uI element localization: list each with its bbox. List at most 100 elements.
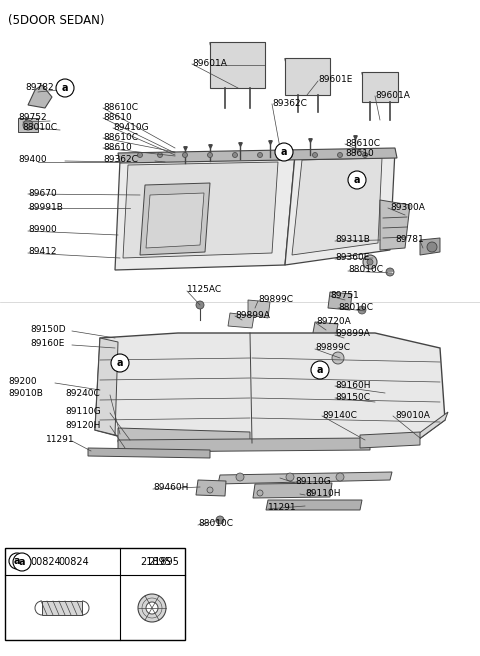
Text: 88610C: 88610C	[103, 102, 138, 112]
Polygon shape	[196, 480, 226, 496]
Text: a: a	[19, 557, 25, 567]
Text: 89362C: 89362C	[103, 155, 138, 165]
Polygon shape	[248, 300, 270, 318]
Polygon shape	[312, 322, 338, 340]
Text: 89781: 89781	[395, 236, 424, 245]
Polygon shape	[328, 292, 352, 310]
Circle shape	[232, 152, 238, 157]
Polygon shape	[253, 483, 332, 498]
Text: 88610C: 88610C	[345, 138, 380, 148]
Text: 89160H: 89160H	[335, 380, 371, 390]
Text: 88010C: 88010C	[198, 520, 233, 529]
Circle shape	[286, 473, 294, 481]
Text: 88610C: 88610C	[103, 133, 138, 142]
Circle shape	[348, 171, 366, 189]
Polygon shape	[28, 85, 52, 108]
Text: 89300A: 89300A	[390, 203, 425, 211]
Text: 89460H: 89460H	[153, 483, 188, 493]
Polygon shape	[218, 472, 392, 484]
Text: 89362C: 89362C	[272, 98, 307, 108]
Circle shape	[157, 152, 163, 157]
Polygon shape	[415, 412, 448, 442]
Circle shape	[13, 553, 31, 571]
Polygon shape	[228, 313, 254, 328]
Text: 89899A: 89899A	[335, 329, 370, 338]
Text: 00824: 00824	[58, 557, 89, 567]
Text: 89010B: 89010B	[8, 390, 43, 398]
Text: 89991B: 89991B	[28, 203, 63, 211]
Text: a: a	[62, 83, 68, 93]
Text: a: a	[281, 147, 287, 157]
Text: 21895: 21895	[140, 557, 171, 567]
Text: 89782: 89782	[25, 83, 54, 92]
Polygon shape	[95, 333, 445, 452]
Polygon shape	[285, 58, 330, 95]
Polygon shape	[210, 42, 265, 88]
Circle shape	[363, 255, 377, 269]
Text: 11291: 11291	[46, 436, 74, 445]
Circle shape	[337, 152, 343, 157]
Circle shape	[23, 120, 33, 130]
Text: 89601A: 89601A	[192, 58, 227, 68]
Text: 88010C: 88010C	[338, 302, 373, 312]
Text: 89110G: 89110G	[65, 407, 101, 417]
Polygon shape	[285, 150, 395, 265]
Circle shape	[257, 490, 263, 496]
Polygon shape	[292, 158, 382, 255]
Text: 89900: 89900	[28, 226, 57, 234]
Polygon shape	[118, 428, 250, 446]
Circle shape	[311, 361, 329, 379]
Text: (5DOOR SEDAN): (5DOOR SEDAN)	[8, 14, 105, 27]
Text: a: a	[117, 358, 123, 368]
Circle shape	[427, 242, 437, 252]
Text: 00824: 00824	[30, 557, 61, 567]
Text: a: a	[14, 556, 20, 566]
Text: 89150C: 89150C	[335, 392, 370, 401]
Text: 89110H: 89110H	[305, 489, 340, 499]
Circle shape	[236, 473, 244, 481]
Polygon shape	[118, 148, 397, 163]
Polygon shape	[420, 238, 440, 255]
Polygon shape	[380, 200, 410, 250]
Circle shape	[275, 143, 293, 161]
Text: 1125AC: 1125AC	[187, 285, 222, 295]
Circle shape	[288, 152, 292, 157]
Circle shape	[367, 259, 373, 265]
Text: a: a	[354, 175, 360, 185]
Circle shape	[257, 152, 263, 157]
Polygon shape	[115, 155, 295, 270]
Circle shape	[386, 268, 394, 276]
Polygon shape	[18, 118, 38, 132]
Text: 89160E: 89160E	[30, 340, 64, 348]
Text: 89899A: 89899A	[235, 310, 270, 319]
Text: 89670: 89670	[28, 188, 57, 197]
Polygon shape	[118, 438, 370, 452]
Circle shape	[146, 602, 158, 614]
Circle shape	[332, 352, 344, 364]
Text: 89200: 89200	[8, 377, 36, 386]
Circle shape	[207, 152, 213, 157]
Polygon shape	[123, 162, 278, 258]
Text: 88610: 88610	[103, 142, 132, 152]
Circle shape	[137, 152, 143, 157]
Polygon shape	[140, 183, 210, 255]
Text: 89410G: 89410G	[113, 123, 149, 131]
Text: 89752: 89752	[18, 113, 47, 123]
Circle shape	[307, 490, 313, 496]
Polygon shape	[146, 193, 204, 248]
Text: 88610: 88610	[103, 112, 132, 121]
Text: 89751: 89751	[330, 291, 359, 300]
Text: 88010C: 88010C	[22, 123, 57, 133]
Text: 88610: 88610	[345, 148, 374, 157]
Polygon shape	[360, 432, 420, 448]
Polygon shape	[266, 500, 362, 510]
Circle shape	[182, 152, 188, 157]
Polygon shape	[95, 338, 118, 435]
Circle shape	[358, 306, 366, 314]
Polygon shape	[362, 72, 398, 102]
Text: 89899C: 89899C	[258, 295, 293, 304]
Circle shape	[216, 516, 224, 524]
Text: 89311B: 89311B	[335, 236, 370, 245]
Text: 89400: 89400	[18, 155, 47, 165]
Bar	[42, 601, 82, 615]
